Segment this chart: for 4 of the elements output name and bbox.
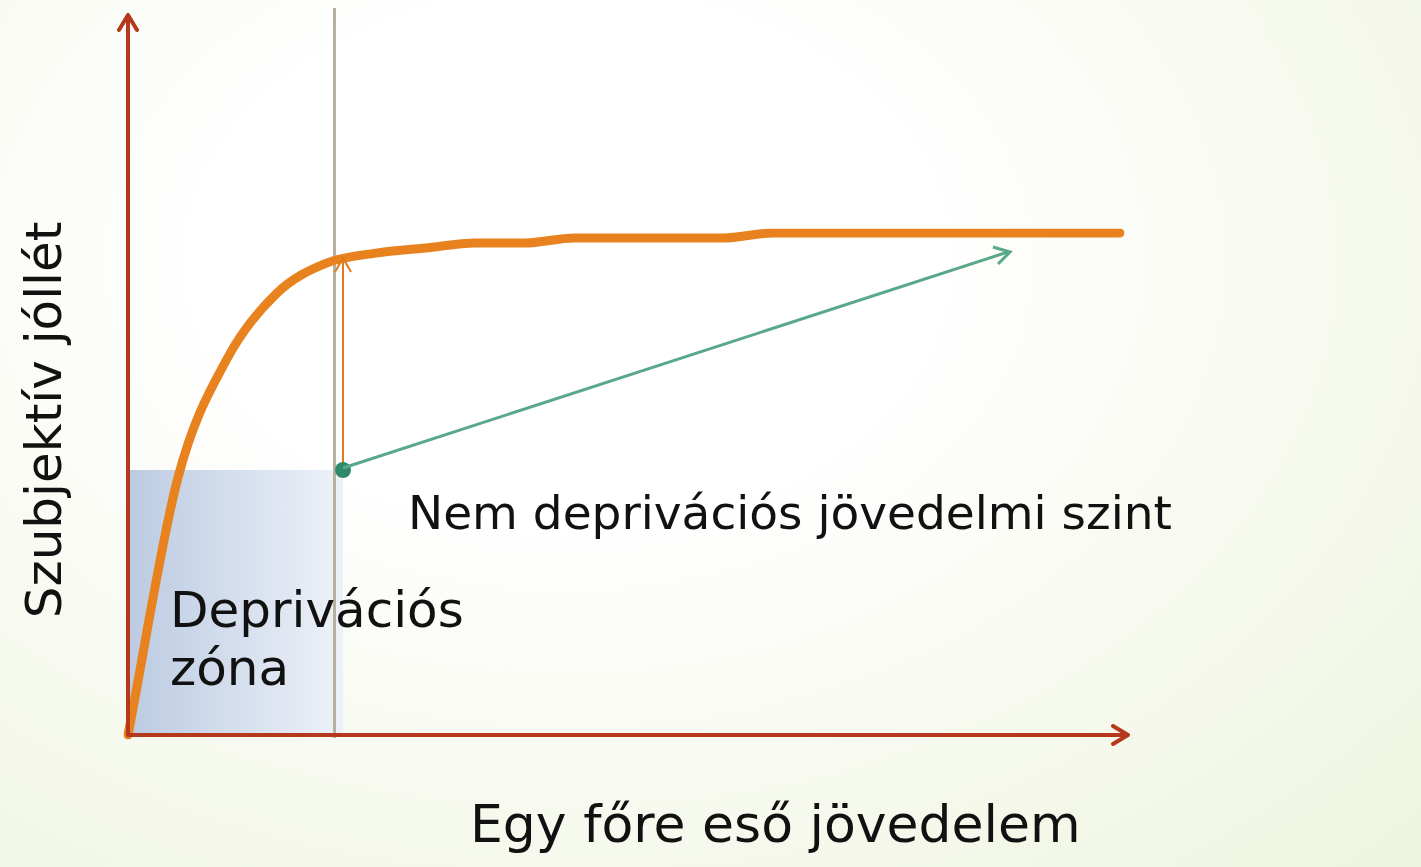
annotation: Deprivációs zóna — [170, 581, 465, 697]
annotation: Nem deprivációs jövedelmi szint — [408, 485, 1173, 541]
x-axis-title: Egy főre eső jövedelem — [470, 794, 1081, 855]
y-axis-title: Szubjektív jóllét — [15, 221, 74, 619]
